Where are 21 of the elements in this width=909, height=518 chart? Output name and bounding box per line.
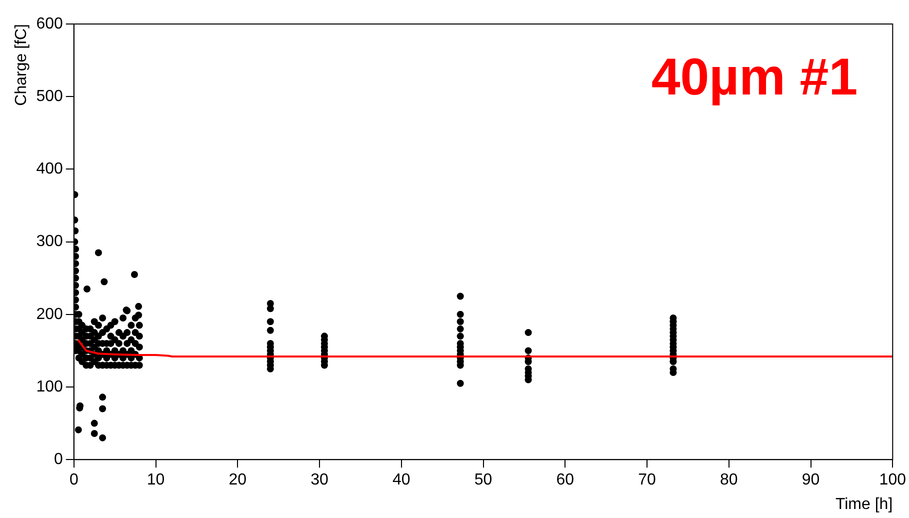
y-tick-label: 200: [36, 306, 63, 323]
x-tick-label: 40: [392, 472, 410, 489]
y-tick-label: 500: [36, 88, 63, 106]
annotation: 40µm #1: [651, 48, 858, 106]
x-axis-title: Time [h]: [835, 496, 893, 513]
x-tick-label: 50: [474, 472, 492, 489]
y-tick-label: 400: [36, 160, 63, 178]
x-tick-label: 10: [146, 472, 165, 489]
x-tick-label: 30: [310, 472, 329, 489]
y-tick-label: 600: [36, 15, 63, 32]
x-tick-label: 60: [556, 472, 574, 489]
x-tick-label: 80: [720, 472, 738, 489]
x-tick-label: 100: [879, 472, 906, 489]
x-tick-label: 0: [69, 472, 78, 489]
y-axis-title: Charge [fC]: [13, 24, 30, 106]
y-tick-label: 100: [36, 378, 63, 396]
x-tick-label: 20: [228, 472, 247, 489]
y-tick-label: 300: [36, 233, 63, 250]
x-tick-label: 90: [802, 472, 820, 489]
x-tick-label: 70: [638, 472, 656, 489]
y-tick-label: 0: [54, 451, 63, 468]
